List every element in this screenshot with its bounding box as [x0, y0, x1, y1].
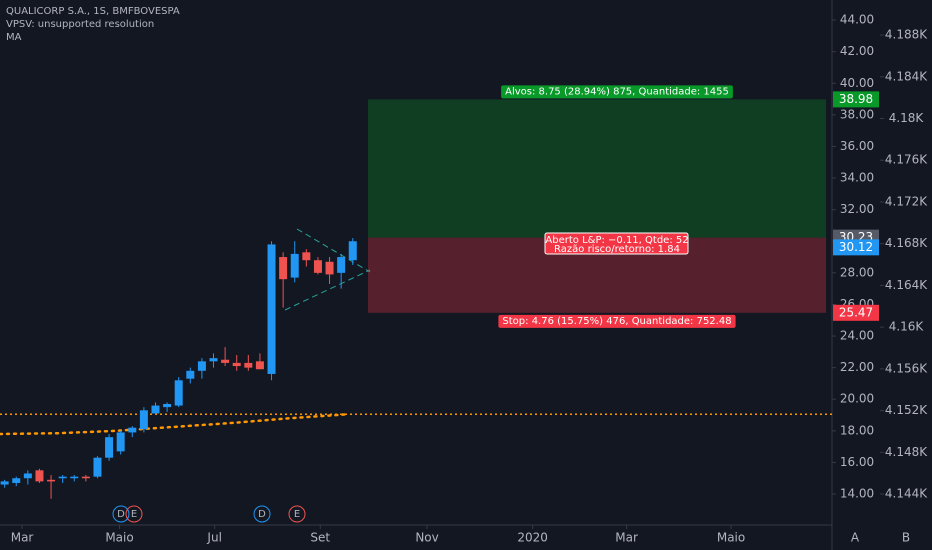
candle-body: [221, 359, 230, 363]
y-tick-label: 14.00: [840, 487, 874, 501]
price-tag: [833, 239, 879, 256]
y2-tick-label: 4.152K: [885, 403, 928, 417]
candle-body: [35, 470, 44, 482]
y2-tick-label: 4.168K: [885, 236, 928, 250]
x-tick-label: Mar: [11, 531, 34, 545]
candle-body: [197, 361, 206, 371]
position-label: Alvos: 8.75 (28.94%) 875, Quantidade: 14…: [505, 86, 729, 97]
pattern-line: [284, 269, 371, 311]
y2-tick-label: 4.172K: [885, 194, 928, 208]
event-label: E: [131, 509, 137, 520]
event-marker[interactable]: [125, 505, 143, 523]
y-tick-label: 24.00: [840, 329, 874, 343]
y-tick-label: 38.00: [840, 107, 874, 121]
candle-body: [186, 370, 195, 379]
candle-body: [151, 405, 160, 414]
candle-body: [209, 358, 218, 362]
price-tag-label: 30.12: [839, 240, 873, 254]
position-label-box: [544, 232, 689, 255]
y-tick-label: 22.00: [840, 360, 874, 374]
y2-tick-label: 4.164K: [885, 278, 928, 292]
position-label-box: [498, 314, 736, 328]
candle-body: [267, 244, 276, 374]
scale-button[interactable]: A: [851, 531, 860, 545]
x-tick-label: Mar: [615, 531, 638, 545]
y-tick-label: 44.00: [840, 13, 874, 27]
y2-tick-label: 4.16K: [889, 320, 925, 334]
candle-body: [290, 253, 299, 278]
position-label: Aberto L&P: −0.11, Qtde: 52: [545, 235, 688, 246]
symbol-title: QUALICORP S.A., 1S, BMFBOVESPA: [6, 6, 180, 17]
y-tick-label: 34.00: [840, 171, 874, 185]
candle-body: [12, 478, 21, 483]
candle-body: [244, 362, 253, 368]
candle-body: [325, 261, 334, 275]
candle-body: [337, 257, 346, 273]
event-label: E: [294, 509, 300, 520]
x-tick-label: Nov: [415, 531, 438, 545]
candle-body: [279, 257, 288, 280]
candle-body: [47, 479, 56, 482]
event-marker[interactable]: [112, 505, 130, 523]
candle-body: [70, 476, 79, 479]
y-tick-label: 42.00: [840, 44, 874, 58]
x-tick-label: Jul: [206, 531, 221, 545]
price-tag-label: 38.98: [839, 92, 873, 106]
x-tick-label: Maio: [105, 531, 133, 545]
y2-tick-label: 4.188K: [885, 28, 928, 42]
candle-body: [174, 380, 183, 406]
candle-body: [23, 473, 32, 479]
y-tick-label: 36.00: [840, 139, 874, 153]
candle-body: [58, 476, 67, 479]
event-marker[interactable]: [288, 505, 306, 523]
y2-tick-label: 4.148K: [885, 445, 928, 459]
event-marker[interactable]: [253, 505, 271, 523]
candle-body: [93, 457, 102, 477]
x-tick-label: Maio: [717, 531, 745, 545]
y2-tick-label: 4.18K: [889, 111, 925, 125]
price-tag: [833, 91, 879, 108]
scale-button[interactable]: B: [902, 531, 910, 545]
position-label: Razão risco/retorno: 1.84: [554, 244, 680, 255]
indicator-label: VPSV: unsupported resolution: [6, 19, 154, 30]
candle-body: [139, 410, 148, 430]
candle-body: [105, 437, 114, 458]
y-tick-label: 28.00: [840, 265, 874, 279]
price-tag-label: 25.47: [839, 305, 873, 319]
candle-body: [81, 476, 90, 479]
y-tick-label: 40.00: [840, 76, 874, 90]
y2-tick-label: 4.144K: [885, 487, 928, 501]
candle-body: [313, 260, 322, 273]
event-label: D: [258, 509, 266, 520]
pattern-line: [296, 228, 371, 273]
y-tick-label: 18.00: [840, 423, 874, 437]
indicator-label: MA: [6, 32, 22, 43]
candle-body: [232, 362, 241, 367]
moving-average: [0, 412, 350, 436]
candle-body: [348, 241, 357, 261]
y-tick-label: 16.00: [840, 455, 874, 469]
y2-tick-label: 4.184K: [885, 69, 928, 83]
y2-tick-label: 4.156K: [885, 361, 928, 375]
y-tick-label: 32.00: [840, 202, 874, 216]
candle-body: [163, 403, 172, 408]
candle-body: [302, 252, 311, 261]
target-zone: [368, 99, 826, 238]
candle-body: [0, 481, 9, 485]
x-tick-label: Set: [310, 531, 330, 545]
candle-body: [128, 427, 137, 433]
candle-body: [255, 361, 264, 370]
y2-tick-label: 4.176K: [885, 153, 928, 167]
position-label-box: [501, 85, 733, 99]
position-label: Stop: 4.76 (15.75%) 476, Quantidade: 752…: [502, 316, 731, 327]
candle-body: [116, 432, 125, 452]
price-tag: [833, 304, 879, 321]
x-tick-label: 2020: [517, 531, 548, 545]
event-label: D: [117, 509, 125, 520]
y-tick-label: 20.00: [840, 392, 874, 406]
